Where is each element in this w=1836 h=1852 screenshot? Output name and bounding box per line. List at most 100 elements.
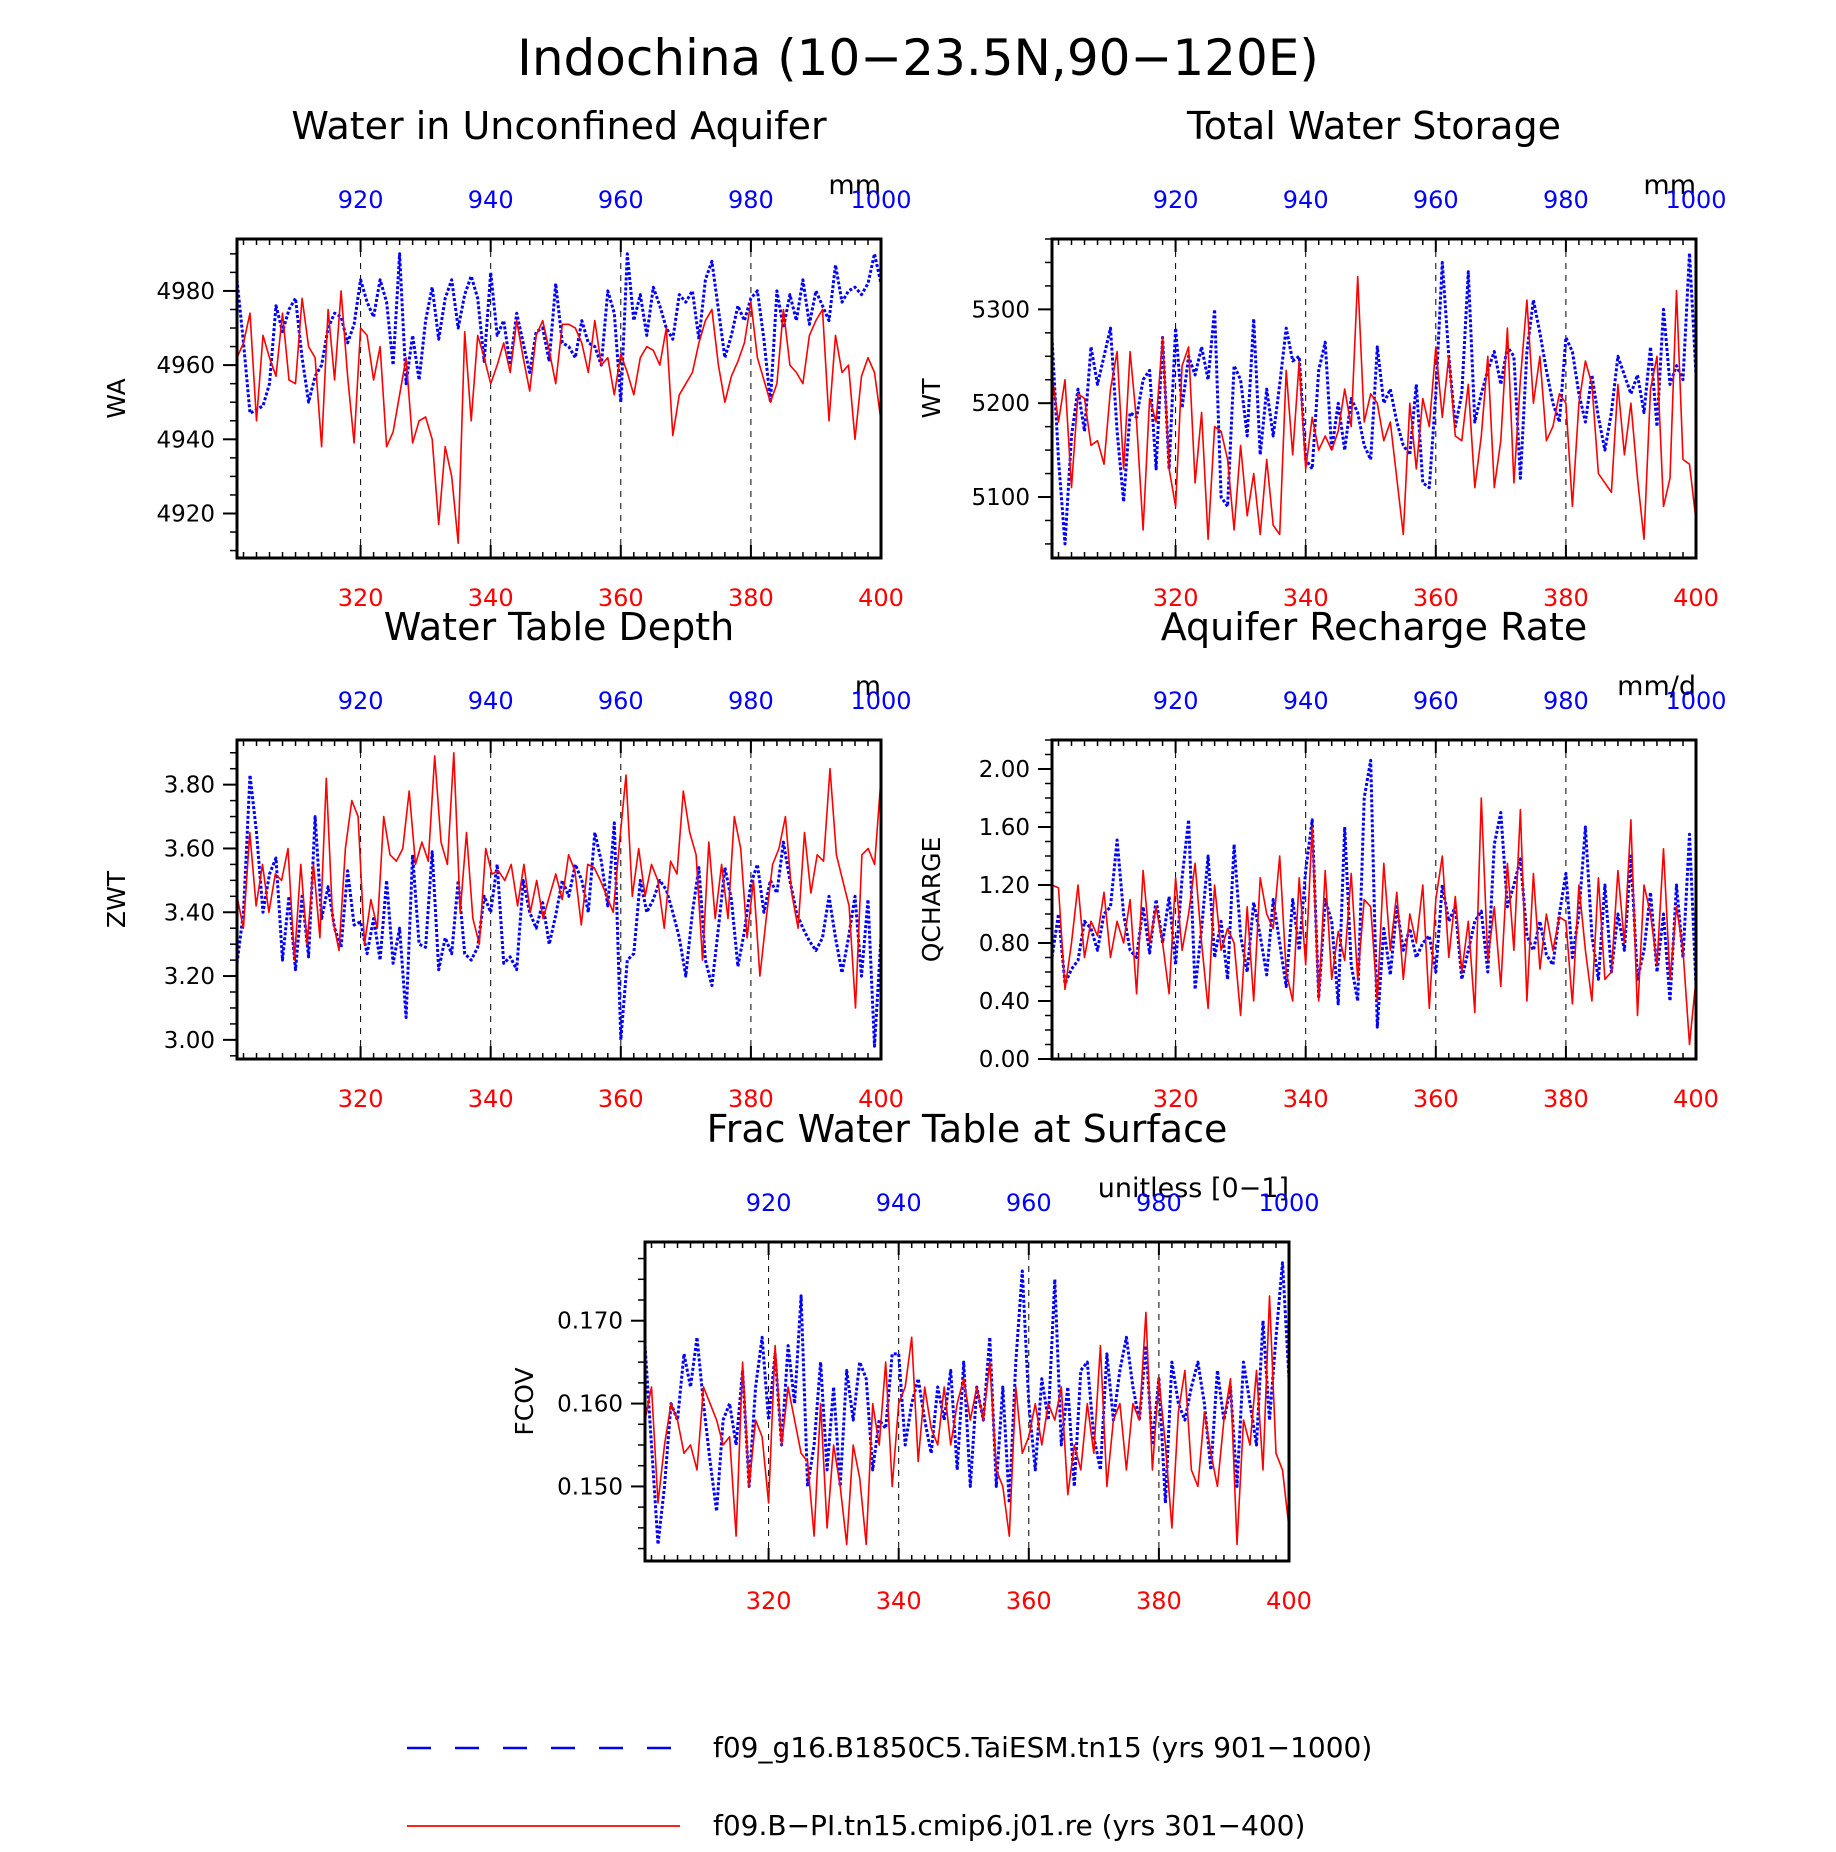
series-line-red-solid [1051, 275, 1697, 541]
x-tick-label-bottom: 340 [468, 1085, 514, 1113]
y-tick-label: 4980 [156, 279, 215, 305]
plot-frame [643, 1240, 1291, 1563]
panel-4: Aquifer Recharge Rate mm/d 320 340 360 380 400… [917, 605, 1727, 1113]
y-tick-label: 4940 [156, 427, 215, 453]
y-tick-label: 3.20 [164, 964, 215, 990]
panel-5: Frac Water Table at Surface unitless [0−1… [510, 1107, 1320, 1615]
x-tick-label-top: 1000 [1665, 186, 1726, 214]
y-tick-label: 3.00 [164, 1028, 215, 1054]
series-line-blue-dashed [235, 773, 883, 1048]
panel-title: Total Water Storage [1186, 104, 1561, 148]
x-tick-label-top: 940 [876, 1189, 922, 1217]
x-tick-label-bottom: 340 [876, 1587, 922, 1615]
x-tick-label-bottom: 380 [728, 1085, 774, 1113]
series-line-red-solid [644, 1295, 1290, 1546]
x-tick-label-bottom: 400 [1673, 584, 1719, 612]
x-tick-label-top: 960 [1413, 687, 1459, 715]
panel-title: Water Table Depth [384, 605, 735, 649]
plot-frame [1050, 237, 1698, 560]
y-tick-label: 3.40 [164, 900, 215, 926]
x-tick-label-top: 920 [1153, 186, 1199, 214]
x-tick-label-top: 960 [598, 186, 644, 214]
x-tick-label-bottom: 400 [858, 1085, 904, 1113]
x-tick-label-top: 960 [598, 687, 644, 715]
y-tick-label: 0.170 [557, 1309, 623, 1335]
series-line-red-solid [1051, 797, 1697, 1046]
x-tick-label-top: 940 [468, 186, 514, 214]
x-tick-label-bottom: 320 [746, 1587, 792, 1615]
x-tick-label-bottom: 340 [468, 584, 514, 612]
x-tick-label-top: 1000 [850, 687, 911, 715]
y-tick-label: 1.20 [979, 873, 1030, 899]
series-line-red-solid [236, 290, 882, 545]
x-tick-label-bottom: 320 [1153, 1085, 1199, 1113]
x-tick-label-top: 960 [1413, 186, 1459, 214]
panel-title: Frac Water Table at Surface [707, 1107, 1228, 1151]
x-tick-label-bottom: 400 [1266, 1587, 1312, 1615]
figure-title: Indochina (10−23.5N,90−120E) [517, 29, 1319, 87]
panel-3: Water Table Depth m 320 340 360 380 400 920 940 9… [102, 605, 912, 1113]
panel-2: Total Water Storage mm 320 340 360 380 400 920 9… [917, 104, 1727, 612]
x-tick-label-top: 980 [1543, 687, 1589, 715]
y-tick-label: 3.80 [164, 773, 215, 799]
y-axis-label: WT [917, 378, 946, 419]
y-axis-label: ZWT [102, 870, 131, 928]
x-tick-label-bottom: 340 [1283, 584, 1329, 612]
x-tick-label-bottom: 340 [1283, 1085, 1329, 1113]
x-tick-label-top: 940 [1283, 186, 1329, 214]
y-tick-label: 5200 [971, 391, 1030, 417]
y-tick-label: 0.150 [557, 1474, 623, 1500]
x-tick-label-bottom: 380 [1543, 584, 1589, 612]
x-tick-label-top: 980 [728, 687, 774, 715]
units-label: m [855, 671, 881, 702]
x-tick-label-top: 1000 [1665, 687, 1726, 715]
units-label: mm/d [1617, 671, 1696, 702]
units-label: unitless [0−1] [1098, 1173, 1289, 1204]
series-line-blue-dashed [1050, 251, 1698, 546]
units-label: mm [1643, 170, 1696, 201]
x-tick-label-top: 1000 [850, 186, 911, 214]
x-tick-label-bottom: 380 [1136, 1587, 1182, 1615]
x-tick-label-top: 920 [338, 687, 384, 715]
x-tick-label-bottom: 380 [728, 584, 774, 612]
y-tick-label: 4920 [156, 501, 215, 527]
plot-frame [235, 237, 883, 560]
units-label: mm [828, 170, 881, 201]
x-tick-label-top: 980 [728, 186, 774, 214]
y-tick-label: 4960 [156, 353, 215, 379]
x-tick-label-bottom: 320 [338, 584, 384, 612]
x-tick-label-top: 980 [1543, 186, 1589, 214]
x-tick-label-top: 960 [1006, 1189, 1052, 1217]
panel-title: Aquifer Recharge Rate [1161, 605, 1588, 649]
legend-label: f09.B−PI.tn15.cmip6.j01.re (yrs 301−400) [713, 1809, 1305, 1842]
legend-label: f09_g16.B1850C5.TaiESM.tn15 (yrs 901−100… [713, 1731, 1372, 1764]
x-tick-label-bottom: 360 [598, 584, 644, 612]
y-axis-label: WA [102, 378, 131, 418]
plot-frame [235, 738, 883, 1061]
y-tick-label: 3.60 [164, 836, 215, 862]
series-line-blue-dashed [235, 252, 883, 415]
plot-frame [1050, 738, 1698, 1061]
x-tick-label-bottom: 380 [1543, 1085, 1589, 1113]
x-tick-label-bottom: 360 [1413, 584, 1459, 612]
x-tick-label-top: 920 [746, 1189, 792, 1217]
y-tick-label: 2.00 [979, 757, 1030, 783]
legend: f09_g16.B1850C5.TaiESM.tn15 (yrs 901−100… [407, 1731, 1372, 1842]
y-tick-label: 0.40 [979, 989, 1030, 1015]
y-tick-label: 0.80 [979, 931, 1030, 957]
x-tick-label-bottom: 400 [1673, 1085, 1719, 1113]
x-tick-label-bottom: 320 [1153, 584, 1199, 612]
y-tick-label: 5100 [971, 485, 1030, 511]
y-tick-label: 1.60 [979, 815, 1030, 841]
x-tick-label-top: 1000 [1258, 1189, 1319, 1217]
x-tick-label-top: 940 [468, 687, 514, 715]
x-tick-label-top: 980 [1136, 1189, 1182, 1217]
y-tick-label: 0.00 [979, 1047, 1030, 1073]
series-line-blue-dashed [643, 1261, 1291, 1546]
x-tick-label-top: 920 [338, 186, 384, 214]
y-tick-label: 0.160 [557, 1392, 623, 1418]
